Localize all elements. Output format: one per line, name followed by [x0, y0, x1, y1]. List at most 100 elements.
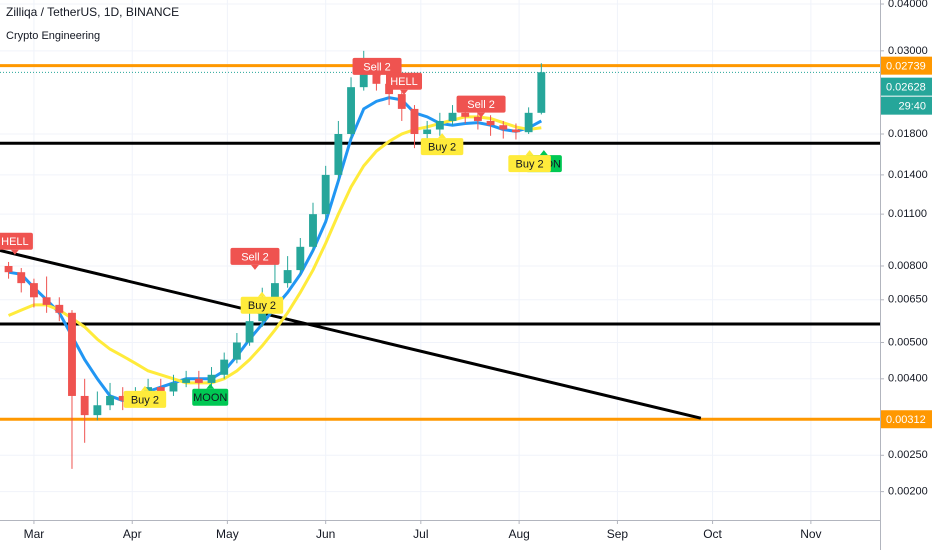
y-tick-label: 0.04000: [888, 0, 928, 10]
countdown-box: [881, 96, 932, 115]
candle-body: [524, 112, 533, 133]
signal-box: [352, 57, 402, 75]
y-tick-label: 0.00400: [888, 373, 928, 385]
candle-body: [55, 304, 64, 313]
candle-body: [271, 283, 279, 298]
y-tick-label: 0.00650: [888, 294, 928, 306]
chart-title: Zilliqa / TetherUS, 1D, BINANCE: [6, 5, 179, 19]
x-tick-label: Sep: [607, 527, 629, 541]
candle-body: [334, 133, 343, 175]
last-price-tag-box: [881, 77, 932, 96]
candle-body: [118, 395, 127, 401]
countdown: 29:40: [898, 101, 926, 113]
candle-body: [80, 395, 89, 416]
y-tick-label: 0.01400: [888, 169, 928, 181]
signal-pointer: [373, 74, 382, 80]
candle-body: [93, 405, 102, 416]
signal-box: [192, 388, 229, 406]
candle-body: [359, 67, 368, 88]
level-tag-box: [881, 410, 932, 429]
candle-body: [194, 378, 203, 383]
candle-body: [42, 297, 51, 305]
x-tick-label: May: [216, 527, 239, 541]
signal-box: [230, 247, 280, 265]
candle-body: [283, 270, 292, 284]
trend-line: [0, 249, 702, 420]
signal-pointer: [539, 150, 548, 156]
candle-body: [448, 112, 457, 121]
y-tick-label: 0.01100: [888, 208, 927, 220]
signal-label: Buy 2: [428, 141, 456, 153]
signal-box: [508, 155, 551, 173]
x-tick-label: Aug: [508, 527, 529, 541]
candle-body: [309, 214, 317, 247]
candle-body: [156, 387, 165, 392]
y-tick-label: 0.00200: [888, 486, 928, 498]
signal-label: Sell 2: [363, 61, 391, 73]
candle-body: [296, 246, 305, 271]
signal-label: Buy 2: [516, 159, 544, 171]
candle-body: [486, 120, 495, 126]
candle-body: [410, 108, 419, 134]
signal-box: [456, 95, 506, 113]
candle-body: [29, 283, 38, 298]
signal-box: [386, 72, 423, 90]
candle-body: [245, 321, 254, 343]
candle-body: [461, 112, 470, 117]
signal-label: Buy 2: [131, 394, 159, 406]
signal-label: MOON: [193, 392, 227, 404]
signal-pointer: [400, 89, 409, 95]
candle-body: [537, 72, 546, 113]
x-tick-label: Jun: [316, 527, 335, 541]
candle-body: [182, 378, 191, 383]
signal-label: Buy 2: [248, 300, 276, 312]
plot-area: HELL Sell 2 Buy 2 Buy 2 MOON Sell 2 HELL Buy 2 S…: [0, 0, 880, 520]
candle-body: [207, 374, 216, 383]
candle-body: [397, 94, 406, 109]
x-tick-label: Nov: [800, 527, 821, 541]
candle-body: [4, 265, 13, 273]
candle-body: [473, 116, 482, 121]
signal-pointer: [257, 291, 266, 297]
y-tick-label: 0.03000: [888, 45, 928, 57]
signal-label: Sell 2: [467, 99, 495, 111]
x-tick-label: Oct: [703, 527, 722, 541]
x-tick-label: Jul: [413, 527, 428, 541]
signal-pointer: [438, 133, 447, 139]
y-tick-label: 0.00500: [888, 336, 928, 348]
candle-body: [321, 174, 330, 215]
x-tick-label: Mar: [24, 527, 45, 541]
signal-pointer: [206, 383, 215, 389]
y-tick-label: 0.01800: [888, 128, 928, 140]
signal-box: [240, 296, 284, 314]
level-tag-label: 0.00312: [886, 414, 926, 426]
signal-pointer: [10, 249, 19, 255]
signal-pointer: [140, 385, 149, 391]
signal-box: [0, 232, 33, 250]
candle-body: [499, 125, 508, 130]
signal-box: [123, 390, 167, 408]
candle-body: [106, 395, 114, 406]
signal-pointer: [477, 112, 486, 118]
candle-body: [232, 342, 241, 360]
x-tick-label: Apr: [123, 527, 142, 541]
y-tick-label: 0.00800: [888, 260, 928, 272]
signal-box: [420, 138, 464, 156]
last-price-tag-label: 0.02628: [886, 82, 926, 94]
level-tag-label: 0.02739: [886, 61, 926, 73]
y-tick-label: 0.00250: [888, 449, 928, 461]
indicator-name: Crypto Engineering: [6, 30, 100, 42]
candle-body: [169, 382, 178, 392]
candle-body: [17, 272, 26, 284]
candle-body: [220, 359, 229, 375]
signal-pointer: [250, 264, 259, 270]
signal-label: HELL: [1, 236, 29, 248]
candle-body: [423, 129, 432, 134]
candle-body: [435, 120, 444, 130]
candle-body: [512, 129, 520, 133]
signal-label: HELL: [390, 76, 418, 88]
candle-body: [68, 312, 76, 396]
signal-pointer: [525, 150, 534, 156]
level-tag-box: [881, 56, 932, 75]
